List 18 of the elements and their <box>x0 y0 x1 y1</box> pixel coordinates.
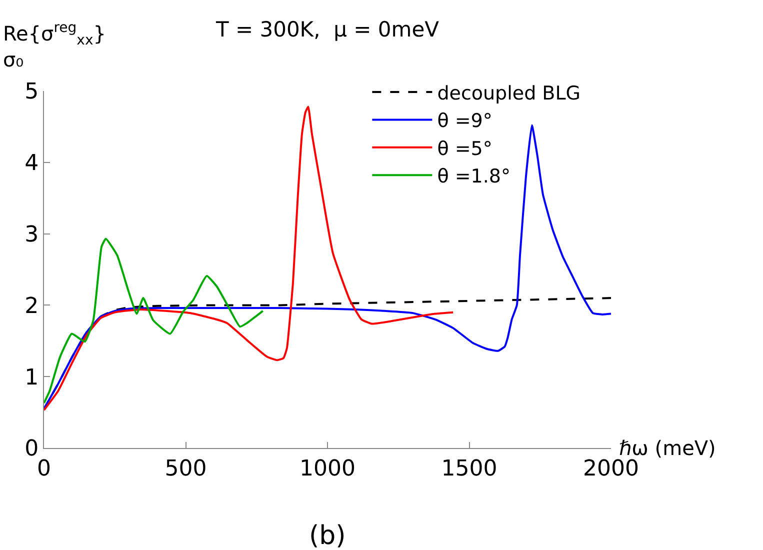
line-series <box>44 106 454 412</box>
legend-label: θ =5° <box>437 138 492 160</box>
text: Re{σ$^{reg}$$_{xx}$} σ₀ <box>3 20 106 72</box>
legend-label: θ =9° <box>437 110 492 132</box>
legend-label: decoupled BLG <box>437 82 581 104</box>
y-tick-label: 2 <box>24 294 39 319</box>
y-tick-label: 4 <box>24 151 39 176</box>
y-tick-label: 1 <box>24 365 39 390</box>
text: (b) <box>309 521 346 550</box>
legend-label: θ =1.8° <box>437 166 511 188</box>
y-tick-label: 0 <box>24 436 39 462</box>
x-tick-label: 500 <box>164 456 207 482</box>
chart-title: T = 300K, μ = 0meV <box>214 18 440 42</box>
y-tick-label: 5 <box>24 80 39 105</box>
x-tick-label: 1000 <box>300 456 356 482</box>
x-tick-label: 1500 <box>441 456 498 482</box>
y-tick-label: 3 <box>24 222 39 248</box>
line-series <box>44 238 264 404</box>
